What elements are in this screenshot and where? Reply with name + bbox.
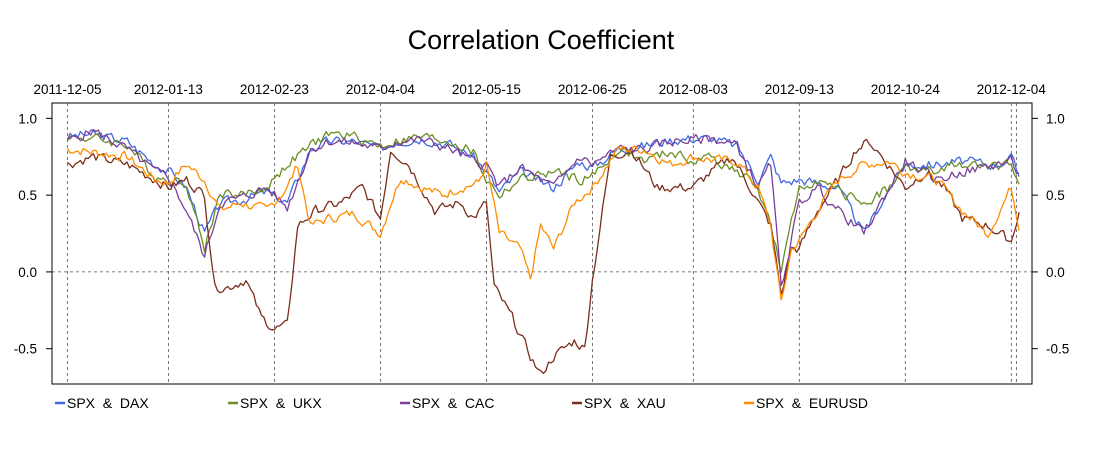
x-tick-label: 2012-06-25 — [558, 82, 627, 97]
grid-lines — [52, 103, 1032, 384]
legend-item-5: SPX & EURUSD — [744, 395, 868, 411]
y-tick-label-left: 0.5 — [18, 188, 37, 203]
legend-label: SPX & DAX — [67, 395, 149, 411]
x-tick-label: 2012-12-04 — [977, 82, 1047, 97]
y-tick-label-right: -0.5 — [1046, 342, 1069, 357]
series-line-3 — [67, 128, 1020, 286]
series-line-4 — [67, 138, 1020, 375]
x-tick-label: 2012-10-24 — [871, 82, 941, 97]
y-tick-label-left: 0.0 — [18, 265, 37, 280]
x-tick-label: 2012-04-04 — [346, 82, 416, 97]
legend-label: SPX & UKX — [240, 395, 322, 411]
y-tick-label-left: -0.5 — [14, 342, 37, 357]
chart-title: Correlation Coefficient — [408, 25, 675, 55]
x-axis: 2011-12-05 2012-01-13 2012-02-23 2012-04-04… — [33, 82, 1046, 97]
series-line-1 — [66, 129, 1020, 232]
legend-item-1: SPX & DAX — [55, 395, 149, 411]
series-lines — [66, 128, 1020, 375]
legend-item-4: SPX & XAU — [572, 395, 666, 411]
x-tick-label: 2012-05-15 — [452, 82, 521, 97]
y-axis-left: 1.0 0.5 0.0 -0.5 — [14, 111, 52, 357]
y-tick-label-right: 1.0 — [1046, 111, 1065, 126]
x-tick-label: 2012-09-13 — [765, 82, 834, 97]
x-tick-label: 2011-12-05 — [33, 82, 101, 97]
legend-label: SPX & XAU — [584, 395, 666, 411]
y-tick-label-right: 0.0 — [1046, 265, 1065, 280]
legend: SPX & DAX SPX & UKX SPX & CAC SPX & XAU SPX … — [55, 395, 868, 411]
legend-item-2: SPX & UKX — [228, 395, 322, 411]
series-line-5 — [66, 145, 1020, 301]
x-tick-label: 2012-02-23 — [240, 82, 309, 97]
x-tick-label: 2012-08-03 — [659, 82, 728, 97]
y-tick-label-right: 0.5 — [1046, 188, 1065, 203]
x-tick-label: 2012-01-13 — [134, 82, 203, 97]
legend-label: SPX & CAC — [412, 395, 494, 411]
legend-label: SPX & EURUSD — [756, 395, 868, 411]
legend-item-3: SPX & CAC — [400, 395, 494, 411]
y-axis-right: 1.0 0.5 0.0 -0.5 — [1032, 111, 1069, 357]
plot-frame — [51, 102, 1033, 385]
series-line-2 — [66, 130, 1020, 273]
y-tick-label-left: 1.0 — [18, 111, 37, 126]
